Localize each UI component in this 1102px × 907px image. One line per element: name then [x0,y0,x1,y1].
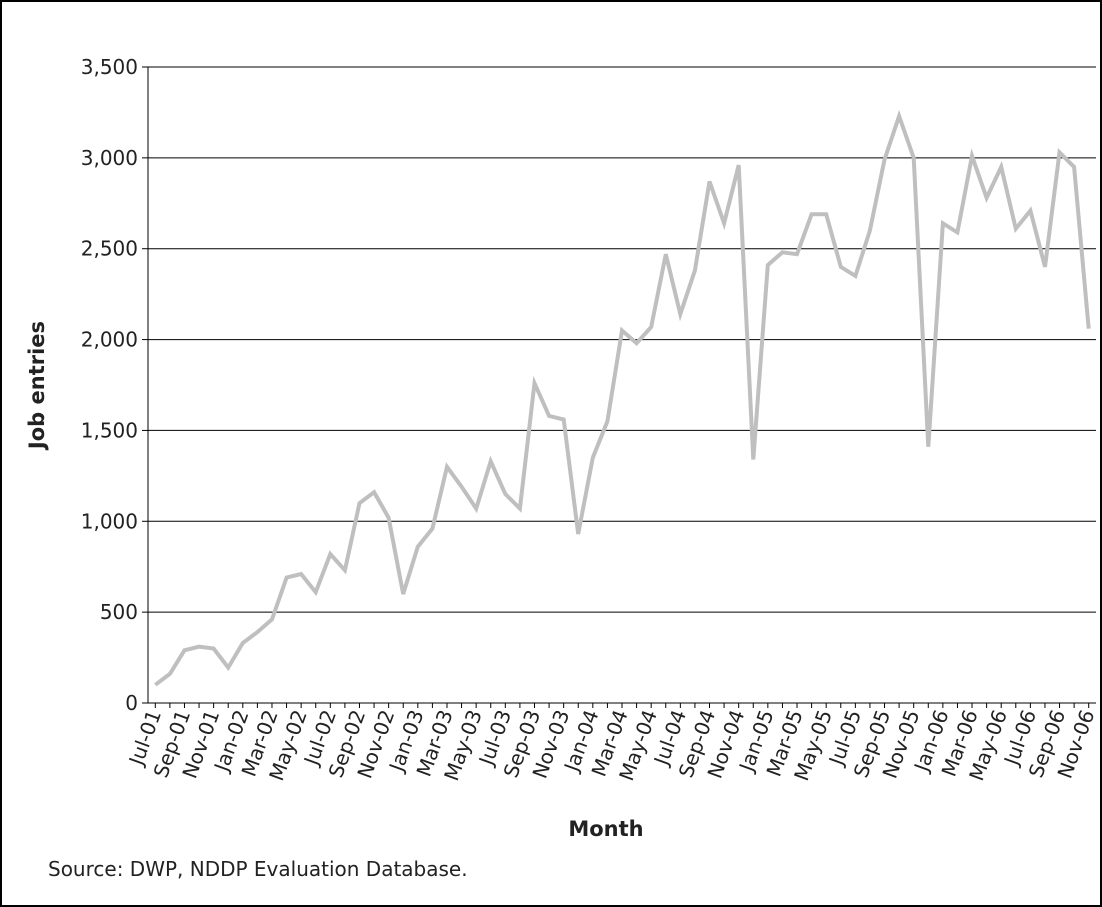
y-tick-label: 2,500 [81,237,138,261]
data-line [154,109,1091,687]
y-tick-label: 2,000 [81,328,138,352]
y-tick-label: 3,000 [81,146,138,170]
y-tick-label: 1,500 [81,418,138,442]
x-axis-title: Month [568,817,643,841]
source-note: Source: DWP, NDDP Evaluation Database. [48,857,468,881]
y-tick-label: 500 [100,600,138,624]
y-axis-title: Job entries [25,321,49,451]
y-tick-label: 0 [125,691,138,715]
y-tick-label: 3,500 [81,55,138,79]
y-tick-label: 1,000 [81,509,138,533]
